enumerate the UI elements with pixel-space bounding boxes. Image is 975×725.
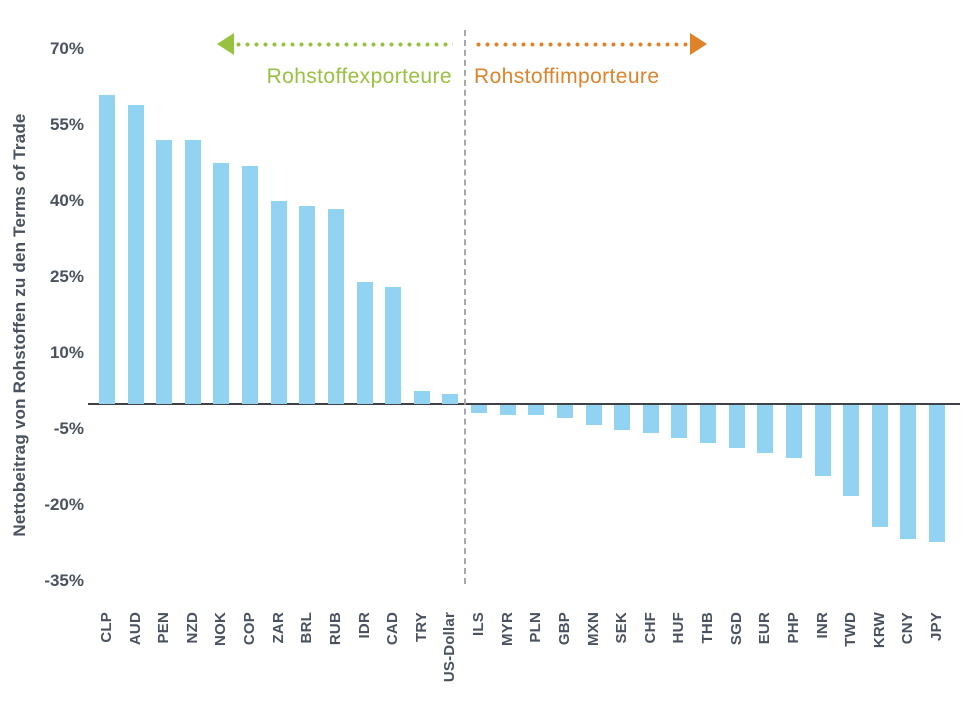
xlabel-GBP: GBP (555, 612, 573, 646)
bar-HUF (671, 405, 688, 438)
xlabel-US-Dollar: US-Dollar (441, 612, 459, 683)
ytick--20: -20% (44, 495, 84, 515)
xlabel-HUF: HUF (670, 612, 688, 644)
importers-dotted-line (474, 42, 690, 47)
xlabel-CNY: CNY (899, 612, 917, 645)
bar-INR (814, 405, 831, 476)
xlabel-BRL: BRL (298, 612, 316, 644)
xlabel-PHP: PHP (784, 612, 802, 644)
ytick-25: 25% (49, 267, 84, 287)
x-axis-line (88, 403, 960, 405)
bar-SEK (614, 405, 631, 431)
xlabel-SEK: SEK (613, 612, 631, 644)
xlabel-NOK: NOK (212, 612, 230, 646)
xlabel-COP: COP (241, 612, 259, 646)
ytick-70: 70% (49, 39, 84, 59)
left-arrowhead-icon (217, 33, 234, 55)
xlabel-KRW: KRW (870, 612, 888, 649)
ytick-10: 10% (49, 343, 84, 363)
bar-PEN (156, 140, 173, 404)
xlabel-CAD: CAD (384, 612, 402, 646)
xlabel-ILS: ILS (470, 612, 488, 636)
bar-ZAR (270, 201, 287, 404)
bar-JPY (928, 405, 945, 542)
xlabel-NZD: NZD (183, 612, 201, 644)
xlabel-CHF: CHF (641, 612, 659, 644)
bar-GBP (556, 405, 573, 418)
exporters-group-label: Rohstoffexporteure (266, 65, 452, 88)
bar-CNY (900, 405, 917, 540)
bar-NZD (184, 140, 201, 404)
xlabel-THB: THB (699, 612, 717, 644)
bar-MXN (585, 405, 602, 426)
xlabel-MXN: MXN (584, 612, 602, 646)
bar-ILS (471, 405, 488, 413)
bar-IDR (356, 282, 373, 404)
xlabel-IDR: IDR (355, 612, 373, 639)
bar-EUR (757, 405, 774, 454)
bar-THB (700, 405, 717, 444)
right-arrowhead-icon (690, 33, 707, 55)
bar-US-Dollar (442, 393, 459, 404)
bar-KRW (871, 405, 888, 527)
bar-NOK (213, 163, 230, 404)
xlabel-AUD: AUD (126, 612, 144, 646)
xlabel-TWD: TWD (842, 612, 860, 647)
xlabel-CLP: CLP (98, 612, 115, 643)
ytick-40: 40% (49, 191, 84, 211)
xlabel-SGD: SGD (727, 612, 745, 646)
bar-CLP (99, 94, 115, 404)
ytick--35: -35% (44, 571, 84, 591)
xlabel-JPY: JPY (927, 612, 945, 641)
bar-BRL (299, 206, 316, 404)
bar-MYR (499, 405, 516, 416)
xlabel-ZAR: ZAR (269, 612, 287, 644)
xlabel-RUB: RUB (326, 612, 344, 646)
group-divider (463, 30, 466, 584)
bar-AUD (127, 104, 144, 404)
xlabel-EUR: EUR (756, 612, 774, 645)
exporters-dotted-line (234, 42, 453, 47)
bar-CAD (385, 287, 402, 404)
ytick--5: -5% (53, 419, 84, 439)
xlabel-INR: INR (813, 612, 831, 639)
bar-TWD (843, 405, 860, 497)
importers-group-label: Rohstoffimporteure (474, 65, 660, 88)
bar-PHP (785, 405, 802, 459)
xlabel-MYR: MYR (498, 612, 516, 646)
bar-COP (242, 165, 259, 404)
bar-SGD (728, 405, 745, 449)
bar-RUB (327, 208, 344, 404)
bar-PLN (528, 405, 545, 416)
bar-TRY (413, 391, 430, 404)
xlabel-PLN: PLN (527, 612, 545, 643)
ytick-55: 55% (49, 115, 84, 135)
xlabel-TRY: TRY (412, 612, 430, 643)
xlabel-PEN: PEN (155, 612, 173, 644)
bar-CHF (642, 405, 659, 433)
